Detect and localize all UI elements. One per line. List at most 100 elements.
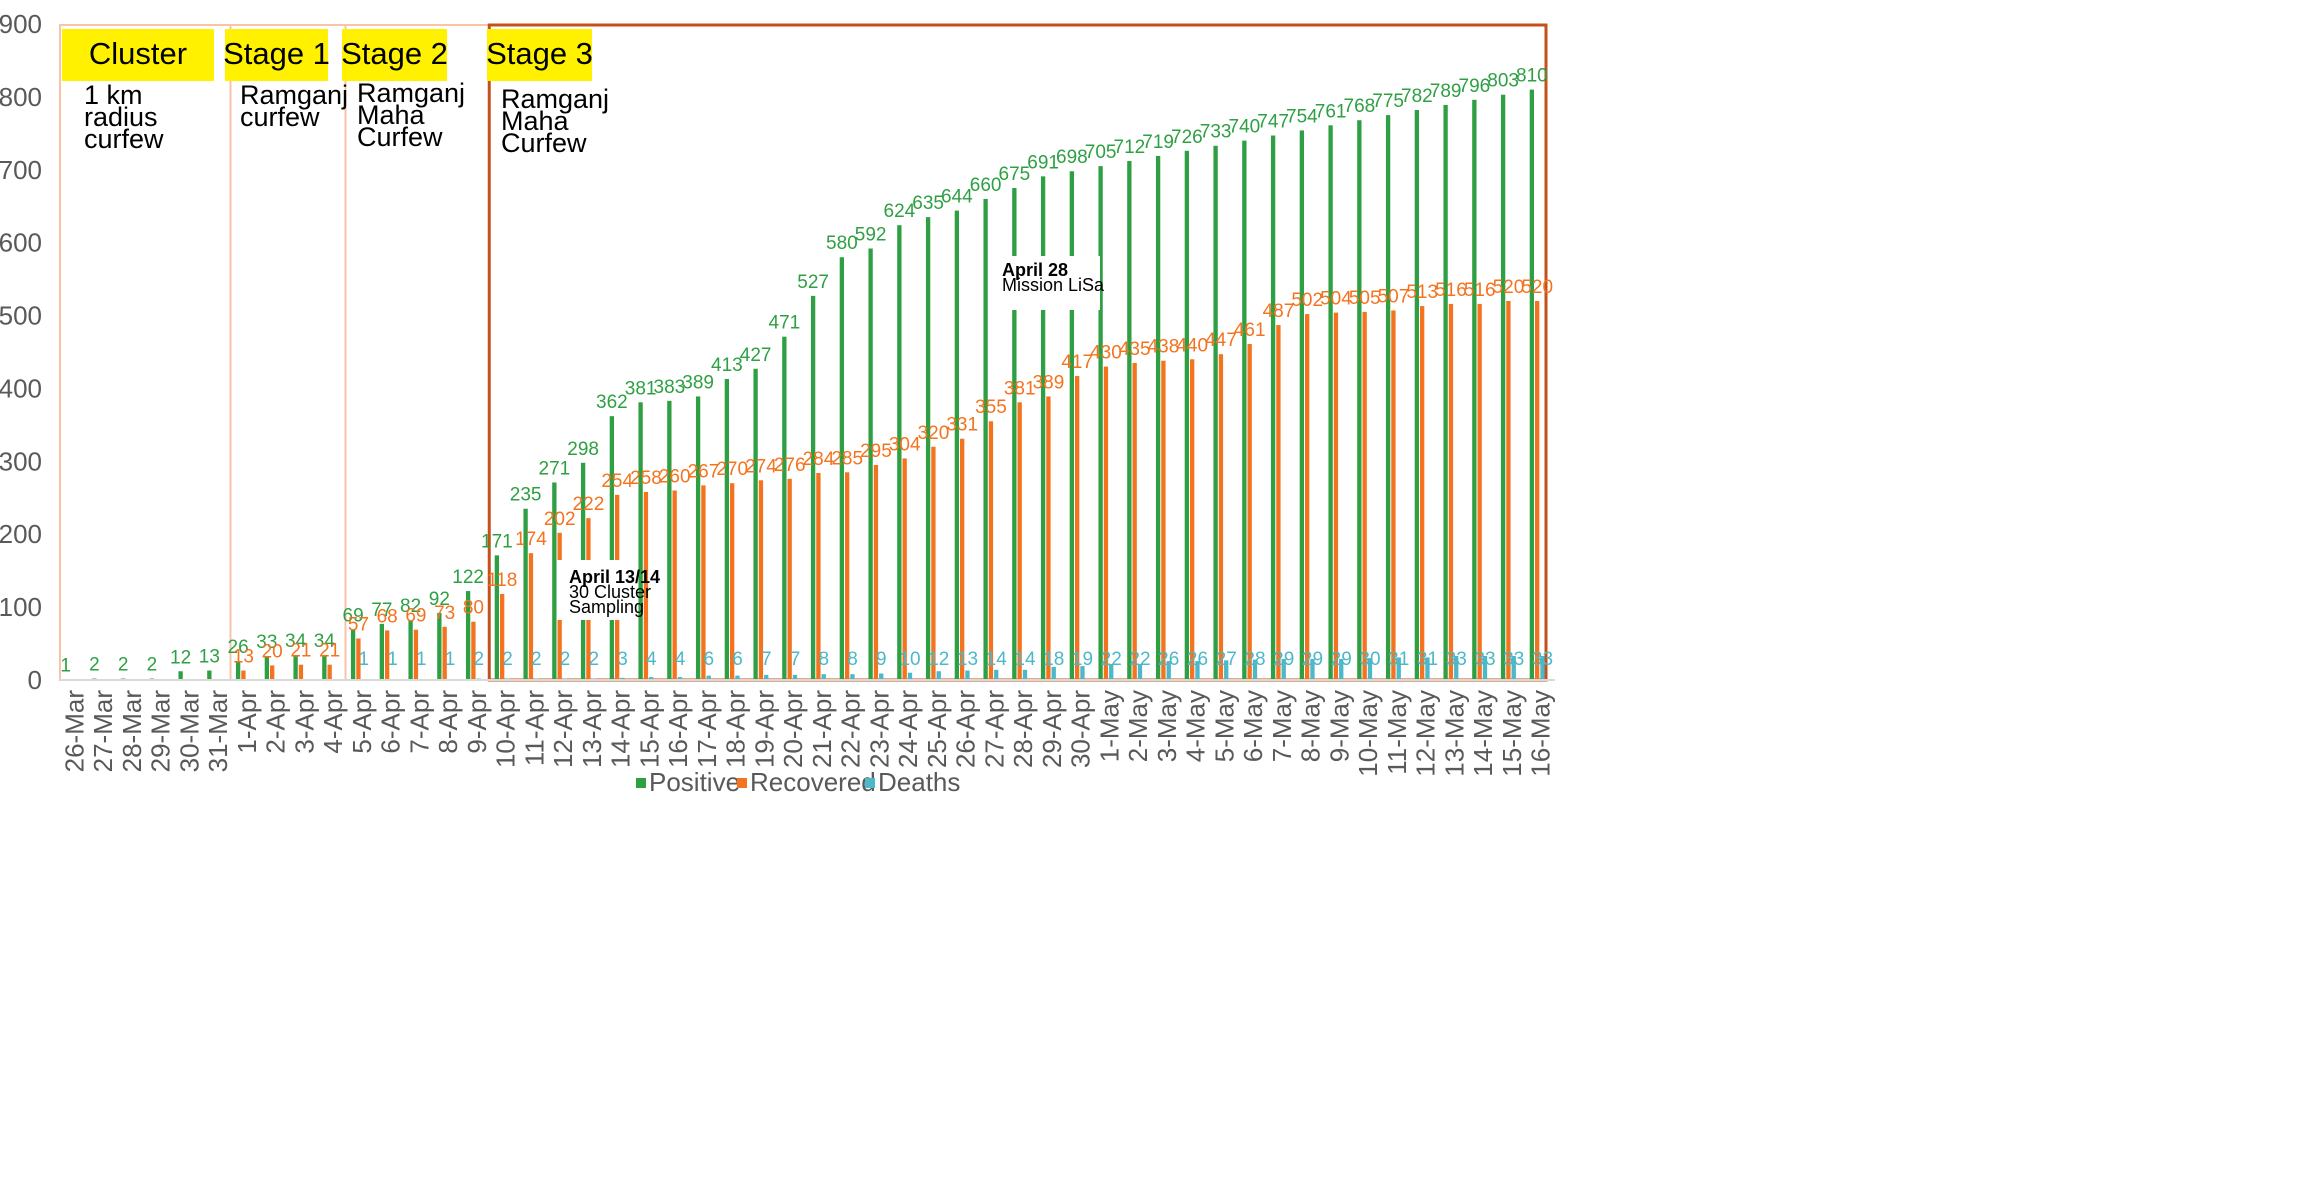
recovered-bar: [1333, 312, 1339, 680]
x-tick-label: 29-Mar: [146, 690, 176, 773]
recovered-data-label: 202: [544, 509, 576, 530]
x-tick-label: 12-Apr: [548, 690, 578, 768]
deaths-bar: [994, 669, 999, 680]
recovered-data-label: 502: [1291, 290, 1323, 311]
deaths-bar: [1080, 666, 1085, 680]
x-tick-label: 11-Apr: [519, 690, 549, 766]
recovered-data-label: 222: [573, 494, 605, 515]
positive-data-label: 754: [1286, 106, 1318, 127]
recovered-bar: [1046, 396, 1051, 680]
positive-bar: [465, 591, 471, 680]
recovered-bar: [1132, 362, 1137, 680]
x-tick-label: 16-Apr: [663, 690, 693, 768]
positive-data-label: 675: [999, 164, 1031, 185]
positive-data-label: 691: [1027, 152, 1059, 173]
recovered-bar: [442, 626, 447, 680]
deaths-data-label: 26: [1158, 649, 1179, 670]
positive-data-label: 235: [510, 485, 542, 506]
deaths-data-label: 33: [1446, 649, 1467, 670]
deaths-bar: [1482, 655, 1488, 680]
x-tick-label: 26-Mar: [59, 690, 89, 773]
recovered-data-label: 438: [1148, 337, 1180, 358]
positive-bar: [609, 416, 615, 680]
positive-bar: [1213, 145, 1218, 681]
legend-deaths-label: Deaths: [878, 767, 960, 797]
recovered-bar: [356, 638, 361, 680]
deaths-data-label: 22: [1129, 649, 1150, 670]
x-tick-label: 2-Apr: [261, 690, 291, 754]
positive-bar: [1098, 166, 1103, 681]
positive-data-label: 34: [314, 631, 336, 652]
x-tick-label: 5-Apr: [347, 690, 377, 754]
deaths-bar: [792, 674, 798, 680]
x-tick-label: 30-Apr: [1066, 690, 1096, 768]
x-tick-label: 1-May: [1094, 690, 1124, 762]
deaths-bar: [1281, 658, 1286, 680]
positive-data-label: 624: [884, 201, 916, 222]
x-tick-label: 16-May: [1526, 690, 1556, 777]
stage-description-line: curfew: [84, 124, 164, 154]
positive-data-label: 810: [1516, 66, 1548, 87]
x-tick-label: 24-Apr: [893, 690, 923, 768]
deaths-bar: [1396, 657, 1401, 680]
stage-description-line: radius: [84, 102, 158, 132]
recovered-bar: [1305, 314, 1310, 680]
annotation-box: [557, 560, 635, 620]
positive-data-label: 362: [596, 392, 628, 413]
deaths-bar: [1022, 669, 1028, 680]
positive-bar: [264, 655, 270, 680]
deaths-bar: [1310, 658, 1315, 680]
recovered-data-label: 57: [348, 614, 369, 635]
recovered-data-label: 267: [688, 461, 720, 482]
positive-bar: [695, 396, 701, 680]
annotation-line: Sampling: [569, 597, 644, 617]
deaths-data-label: 29: [1273, 649, 1294, 670]
positive-bar: [1012, 188, 1017, 680]
bar-series: [63, 89, 1545, 681]
recovered-bar: [270, 665, 275, 680]
positive-data-label: 803: [1487, 71, 1519, 92]
annotation-line: Mission LiSa: [1002, 275, 1105, 295]
recovered-bar: [1247, 343, 1252, 680]
recovered-data-label: 174: [515, 529, 547, 550]
deaths-data-label: 6: [703, 649, 714, 670]
recovered-bar: [643, 491, 649, 680]
deaths-data-label: 14: [1014, 649, 1036, 670]
recovered-bar: [1103, 366, 1109, 680]
positive-bar: [954, 210, 960, 680]
positive-bar: [1357, 120, 1362, 681]
deaths-data-label: 19: [1072, 649, 1093, 670]
positive-data-label: 427: [740, 345, 772, 366]
recovered-data-label: 80: [463, 598, 484, 619]
x-tick-label: 28-Mar: [117, 690, 147, 773]
deaths-bar: [850, 674, 855, 680]
positive-bar: [1242, 140, 1247, 681]
deaths-bar: [735, 675, 740, 680]
recovered-data-label: 513: [1406, 282, 1438, 303]
annotation-title: April 28: [1002, 260, 1068, 280]
positive-data-label: 92: [429, 589, 450, 610]
annotation-title: April 13/14: [569, 567, 660, 587]
positive-bar: [552, 482, 557, 680]
x-tick-label: 13-Apr: [577, 690, 607, 768]
deaths-bar: [764, 674, 769, 680]
recovered-bar: [1276, 325, 1281, 680]
positive-bar: [293, 655, 298, 680]
x-tick-label: 14-Apr: [606, 690, 636, 768]
deaths-bar: [1051, 666, 1056, 680]
x-tick-label: 4-May: [1181, 690, 1211, 762]
positive-bar: [925, 217, 931, 680]
deaths-bar: [821, 674, 826, 680]
positive-bar: [379, 623, 385, 680]
x-axis: 26-Mar27-Mar28-Mar29-Mar30-Mar31-Mar1-Ap…: [59, 679, 1556, 777]
recovered-bar: [500, 593, 505, 680]
positive-data-label: 768: [1344, 96, 1376, 117]
recovered-data-label: 20: [262, 641, 283, 662]
stage-title: Stage 3: [486, 36, 593, 71]
recovered-data-label: 68: [377, 606, 398, 627]
deaths-bar: [1339, 658, 1344, 680]
deaths-data-label: 4: [675, 649, 686, 670]
positive-data-label: 82: [400, 596, 421, 617]
x-tick-label: 27-Apr: [979, 690, 1009, 768]
